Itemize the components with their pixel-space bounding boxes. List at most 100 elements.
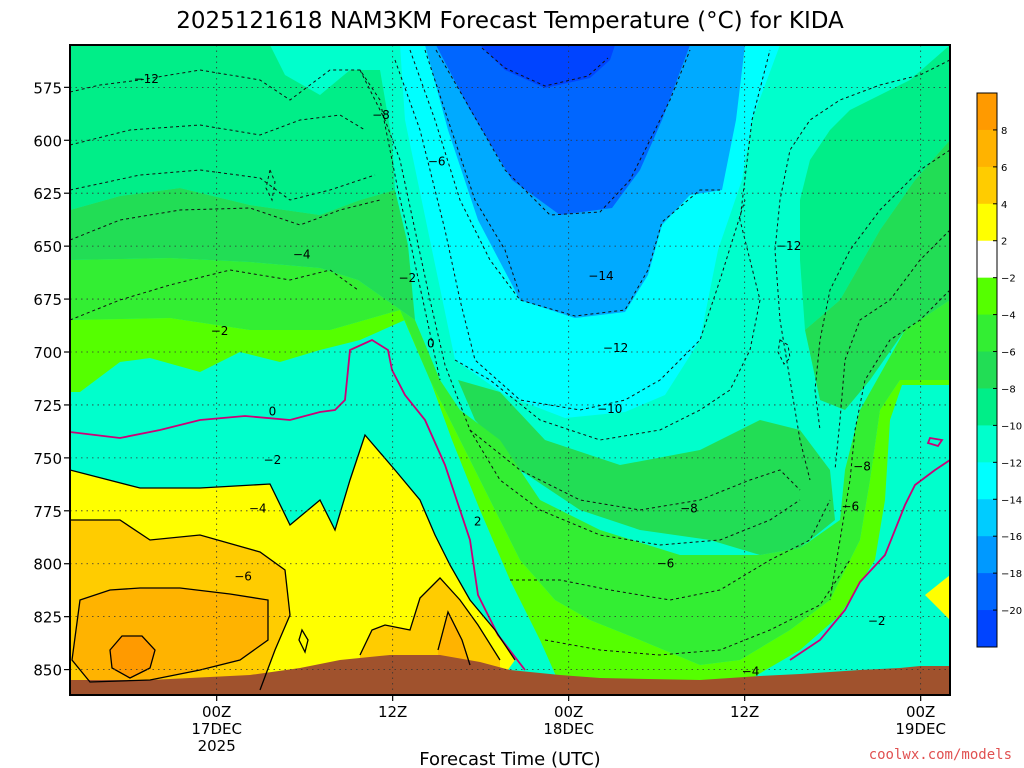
y-tick-label: 725 [33, 397, 62, 415]
x-tick-label: 2025 [198, 737, 236, 755]
contour-label: −2 [211, 324, 229, 338]
grid-lines [70, 45, 950, 695]
y-axis: 575 600 625 650 675 700 725 750 775 800 825 850 [33, 79, 70, 680]
plot-area [70, 45, 950, 695]
colorbar: 8 6 4 2 −2 −4 −6 −8 −10 −12 −14 −16 −18 −20 [976, 92, 1022, 648]
colorbar-swatch [977, 610, 997, 648]
contour-line [481, 47, 609, 87]
colorbar-swatch [977, 314, 997, 353]
contour-line [424, 49, 521, 296]
contour-label: 0 [427, 337, 435, 351]
contour-label: −6 [657, 557, 675, 571]
contour-line [359, 69, 801, 546]
x-axis-label: Forecast Time (UTC) [419, 749, 600, 768]
contour-label: −4 [293, 248, 311, 262]
contour-line [834, 229, 950, 471]
colorbar-label: 6 [1001, 163, 1007, 174]
contour-line [70, 69, 441, 381]
colorbar-swatch [977, 240, 997, 279]
plot-frame [69, 44, 951, 696]
contour-label: −8 [853, 459, 871, 473]
colorbar-swatch [977, 277, 997, 316]
contour-line [298, 628, 309, 654]
contour-label: −2 [868, 614, 886, 628]
contour-line [510, 499, 831, 601]
colorbar-swatch [977, 536, 997, 574]
contour-line [409, 49, 720, 317]
colorbar-swatch [977, 93, 997, 131]
y-tick-label: 775 [33, 503, 62, 521]
contour-line [265, 168, 276, 202]
contour-label: −12 [603, 341, 628, 355]
contour-label: −6 [428, 154, 446, 168]
chart-title: 2025121618 NAM3KM Forecast Temperature (… [176, 8, 844, 34]
fill-band-yellow-right [925, 575, 950, 620]
y-tick-label: 825 [33, 609, 62, 627]
fill-band-green-mid-bottom [458, 380, 835, 555]
contour-label: −2 [398, 271, 416, 285]
contour-line [777, 339, 791, 365]
colorbar-label: −8 [1001, 384, 1016, 395]
zero-isotherm-right [789, 459, 950, 661]
y-tick-label: 575 [33, 79, 62, 97]
contour-line [469, 429, 801, 511]
colorbar-label: 4 [1001, 200, 1007, 211]
colorbar-swatch [977, 166, 997, 205]
colorbar-label: 8 [1001, 126, 1007, 137]
x-tick-label: 00Z [554, 703, 583, 721]
colorbar-label: −16 [1001, 532, 1022, 543]
contour-label: −4 [249, 502, 267, 516]
colorbar-label: −12 [1001, 458, 1022, 469]
x-tick-label: 17DEC [191, 720, 242, 738]
colorbar-swatch [977, 388, 997, 426]
fill-band-deep-blue [480, 45, 615, 88]
y-tick-label: 625 [33, 185, 62, 203]
y-tick-label: 650 [33, 238, 62, 256]
contour-label: −8 [680, 502, 698, 516]
contour-label: −6 [234, 569, 252, 583]
contour-label: −6 [841, 500, 859, 514]
colorbar-label: 2 [1001, 237, 1007, 248]
x-tick-label: 12Z [730, 703, 759, 721]
zero-isotherm [70, 338, 526, 671]
colorbar-swatch [977, 351, 997, 389]
terrain [70, 655, 950, 695]
x-tick-label: 19DEC [895, 720, 946, 738]
contour-label: −8 [372, 108, 390, 122]
colorbar-swatch [977, 425, 997, 463]
x-tick-label: 00Z [906, 703, 935, 721]
x-tick-label: 12Z [378, 703, 407, 721]
contour-label: −4 [742, 665, 760, 679]
dashed-contours [70, 47, 950, 656]
colorbar-label: −10 [1001, 421, 1022, 432]
colorbar-frame [976, 92, 998, 648]
contour-labels: −12 −8 −6 −4 −2 −2 0 0 −2 −4 −6 2 −14 −12 −12 −10 −8 −8 −6… [134, 72, 886, 679]
colorbar-label: −6 [1001, 348, 1016, 359]
colorbar-label: −14 [1001, 495, 1022, 506]
contour-line [71, 587, 269, 683]
contour-line [435, 49, 691, 216]
contour-label: −10 [597, 402, 622, 416]
y-tick-label: 850 [33, 662, 62, 680]
fill-band-green-mid-right [805, 140, 950, 410]
colorbar-label: −2 [1001, 274, 1016, 285]
contour-line [437, 610, 471, 666]
contour-line [774, 59, 950, 481]
fill-band-lime [70, 310, 950, 685]
colorbar-swatch [977, 203, 997, 242]
contour-label: 2 [474, 514, 482, 528]
contour-label: 0 [269, 404, 277, 418]
colorbar-label: −18 [1001, 569, 1022, 580]
credit-text: coolwx.com/models [869, 747, 1012, 763]
contour-line [454, 49, 771, 441]
colorbar-label: −20 [1001, 606, 1022, 617]
y-tick-label: 700 [33, 344, 62, 362]
x-tick-label: 00Z [202, 703, 231, 721]
fill-band-dark-orange [110, 636, 155, 678]
contour-label: −12 [134, 72, 159, 86]
y-tick-label: 600 [33, 132, 62, 150]
colorbar-label: −4 [1001, 311, 1016, 322]
colorbar-swatch [977, 462, 997, 500]
